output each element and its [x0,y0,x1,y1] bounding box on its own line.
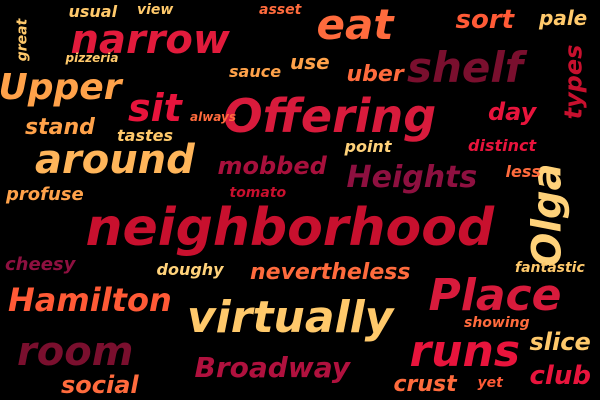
word: Offering [223,89,437,143]
word: less [505,162,541,181]
word: sauce [229,62,282,81]
word: stand [25,115,95,140]
word: great [13,18,30,62]
word: tomato [229,185,287,201]
word: nevertheless [250,260,411,285]
word: virtually [187,292,394,343]
word: room [17,329,134,375]
word: asset [259,2,302,18]
word: uber [346,62,404,87]
word: Upper [0,67,122,108]
word: showing [464,315,530,331]
word: sort [455,5,515,35]
word: use [290,50,330,74]
word: club [529,361,591,391]
word: eat [316,0,394,49]
word: sit [128,86,182,130]
word: Hamilton [8,281,172,319]
word: narrow [70,17,230,63]
word: cheesy [5,254,76,275]
word: slice [529,328,591,356]
word: profuse [6,184,84,205]
word: Place [428,270,562,321]
word: yet [477,375,503,391]
word: crust [393,372,457,397]
word: tastes [117,126,173,145]
word: types [558,44,587,120]
word: runs [409,326,521,377]
word: Broadway [194,351,350,384]
word: day [488,98,537,126]
word: distinct [468,136,537,155]
word: Heights [346,160,478,195]
word: fantastic [515,260,585,276]
word: pale [539,6,588,30]
word: social [61,371,139,399]
word: shelf [407,43,524,92]
word: neighborhood [85,198,495,258]
word: view [137,2,174,18]
word: point [344,137,392,156]
word: mobbed [217,152,327,180]
word: usual [68,2,118,21]
word: pizzeria [65,51,119,65]
word: always [190,110,236,124]
word: around [35,137,195,183]
word: doughy [156,260,224,279]
